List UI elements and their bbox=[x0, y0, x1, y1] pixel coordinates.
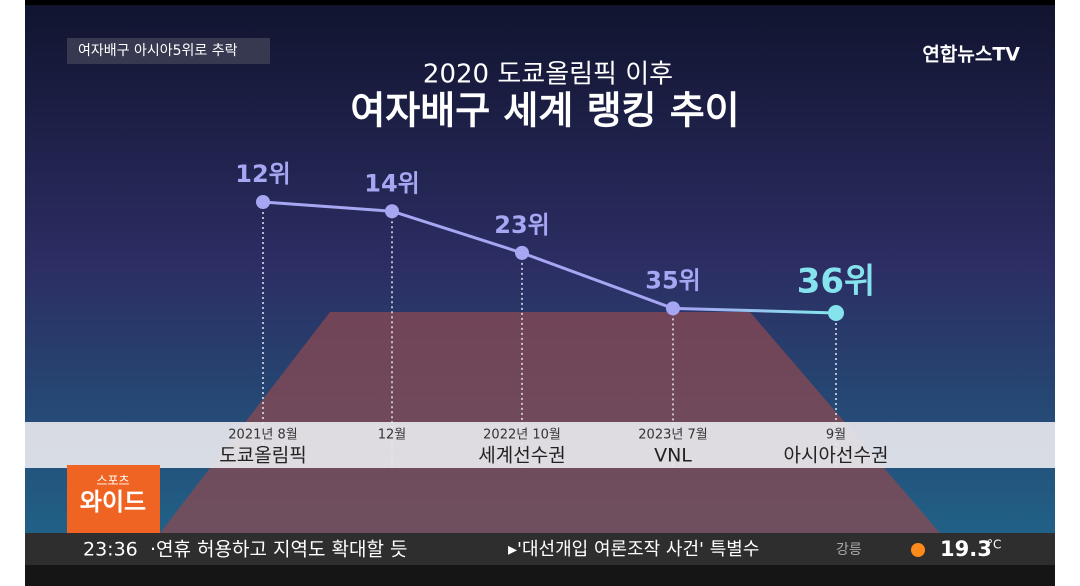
x-tick-label: 12월 bbox=[378, 428, 407, 443]
point bbox=[256, 195, 270, 209]
point bbox=[515, 245, 529, 260]
program-name: 와이드 bbox=[80, 488, 146, 516]
city: 강릉 bbox=[836, 542, 862, 558]
logo: 연합뉴스TV bbox=[922, 44, 1020, 66]
value-label: 14위 bbox=[364, 169, 419, 197]
headline: ·연휴 허용하고 지역도 확대할 듯 bbox=[150, 539, 407, 561]
x-tick-label: 2021년 8월 bbox=[228, 428, 297, 443]
value-label: 12위 bbox=[235, 160, 290, 188]
temperature-unit: °C bbox=[987, 538, 1001, 552]
value-label: 36위 bbox=[797, 262, 876, 302]
point bbox=[828, 305, 844, 321]
x-tick-note: 아시아선수권 bbox=[784, 445, 889, 467]
x-tick-note: 도쿄올림픽 bbox=[219, 445, 306, 467]
point bbox=[666, 301, 680, 316]
value-label: 23위 bbox=[494, 211, 549, 239]
temperature: 19.3 bbox=[940, 537, 992, 561]
value-label: 35위 bbox=[645, 266, 700, 294]
ticker-time: 23:36 bbox=[83, 539, 138, 561]
sun-icon bbox=[911, 543, 925, 557]
ticker-strip bbox=[25, 533, 1055, 565]
x-tick-label: 2023년 7월 bbox=[638, 428, 707, 443]
top-bar bbox=[25, 0, 1055, 5]
chart-subtitle: 여자배구 세계 랭킹 추이 bbox=[350, 89, 739, 133]
headline: ▸'대선개입 여론조작 사건' 특별수 bbox=[508, 539, 759, 560]
x-tick-note: VNL bbox=[654, 445, 692, 467]
point bbox=[385, 204, 399, 219]
x-tick-note: 세계선수권 bbox=[478, 445, 565, 467]
program-logo bbox=[67, 465, 160, 533]
badge-box bbox=[67, 38, 270, 64]
badge: 여자배구 아시아5위로 추락 bbox=[78, 43, 238, 59]
x-tick-label: 2022년 10월 bbox=[483, 428, 561, 443]
date-band bbox=[25, 422, 1055, 468]
chart-title: 2020 도쿄올림픽 이후 bbox=[423, 60, 673, 90]
program-top: 스포츠 bbox=[96, 474, 129, 488]
x-tick-label: 9월 bbox=[826, 428, 846, 443]
